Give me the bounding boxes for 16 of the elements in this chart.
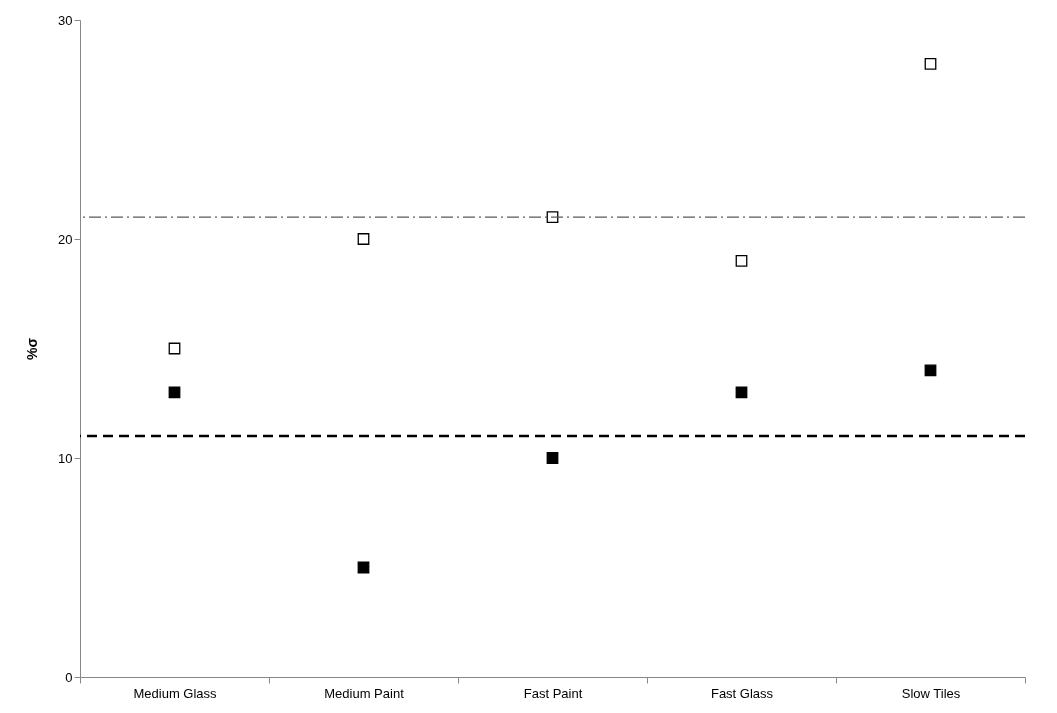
y-tick-label: 30 xyxy=(58,12,73,28)
y-axis-title: %σ xyxy=(24,337,41,361)
y-tick-label: 20 xyxy=(58,231,73,247)
x-tick-label: Medium Glass xyxy=(133,685,218,701)
point xyxy=(735,386,748,399)
point xyxy=(357,233,370,245)
y-tick-label: 0 xyxy=(65,669,73,685)
point xyxy=(735,255,748,267)
x-tick-label: Fast Glass xyxy=(710,685,774,701)
x-tick-label: Slow Tiles xyxy=(901,685,961,701)
point xyxy=(546,452,559,464)
point xyxy=(168,386,181,399)
x-tick-label: Fast Paint xyxy=(523,685,583,701)
point xyxy=(924,57,937,70)
x-tick-label: Medium Paint xyxy=(324,685,405,701)
y-tick-label: 10 xyxy=(58,450,73,466)
